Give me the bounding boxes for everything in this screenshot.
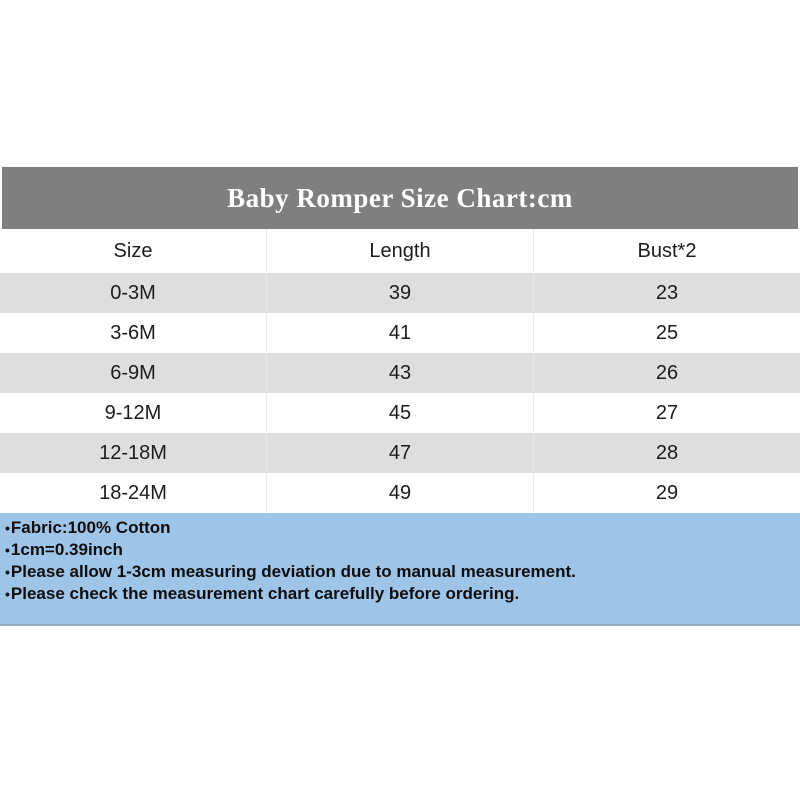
bullet-icon: • [5,586,10,602]
table-cell: 23 [533,273,800,313]
table-cell: 49 [266,473,533,513]
note-line: •Fabric:100% Cotton [5,517,792,539]
note-text: Fabric:100% Cotton [10,518,171,537]
table-cell: 39 [266,273,533,313]
column-header: Size [113,239,153,262]
chart-title-bar: Baby Romper Size Chart:cm [2,167,798,229]
note-text: Please allow 1-3cm measuring deviation d… [10,562,576,581]
table-row: 6-9M 43 26 [0,353,800,393]
note-text: 1cm=0.39inch [10,540,123,559]
table-cell: 43 [266,353,533,393]
chart-title: Baby Romper Size Chart:cm [227,182,573,213]
table-cell: 45 [266,393,533,433]
column-header: Length [266,229,533,273]
table-cell: 41 [266,313,533,353]
table-cell: 12-18M [99,441,167,464]
table-cell: 26 [533,353,800,393]
table-cell: 28 [533,433,800,473]
table-cell: 25 [533,313,800,353]
bullet-icon: • [5,564,10,580]
table-cell: 3-6M [110,321,156,344]
table-cell: 29 [533,473,800,513]
note-line: •Please allow 1-3cm measuring deviation … [5,561,792,583]
table-row: 12-18M 47 28 [0,433,800,473]
table-row: 18-24M 49 29 [0,473,800,513]
table-header-row: Size Length Bust*2 [0,229,800,273]
notes-panel: •Fabric:100% Cotton •1cm=0.39inch •Please … [0,513,800,626]
table-cell: 9-12M [104,401,162,424]
table-cell: 27 [533,393,800,433]
size-table: Size Length Bust*2 0-3M 39 23 3-6M 41 25 6-9M 43 2… [0,229,800,513]
bullet-icon: • [5,520,10,536]
note-line: •Please check the measurement chart care… [5,583,792,605]
column-header: Bust*2 [533,229,800,273]
table-cell: 18-24M [99,481,167,504]
table-row: 3-6M 41 25 [0,313,800,353]
table-row: 0-3M 39 23 [0,273,800,313]
note-text: Please check the measurement chart caref… [10,584,520,603]
table-cell: 6-9M [110,361,156,384]
note-line: •1cm=0.39inch [5,539,792,561]
table-row: 9-12M 45 27 [0,393,800,433]
bullet-icon: • [5,542,10,558]
table-cell: 0-3M [110,281,156,304]
table-cell: 47 [266,433,533,473]
